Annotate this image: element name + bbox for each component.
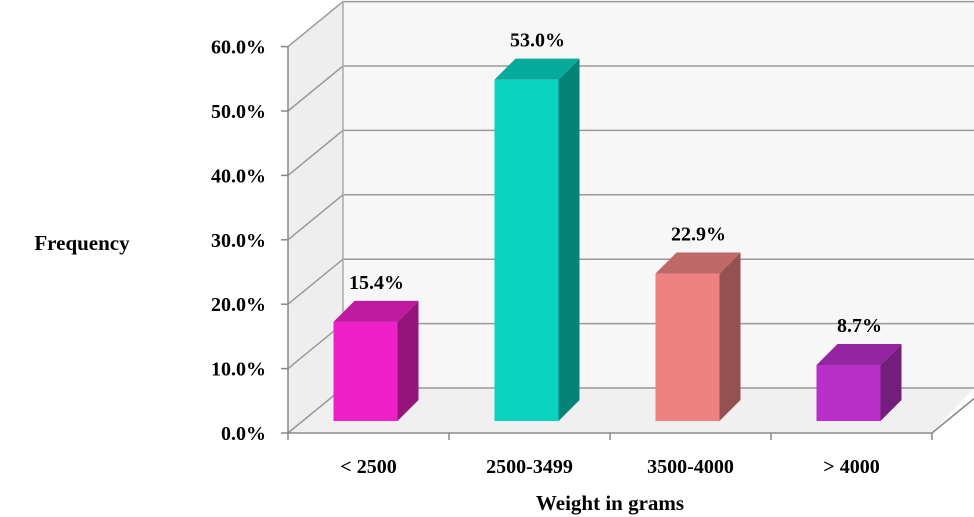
bar-front [494, 79, 559, 422]
y-axis-title: Frequency [34, 231, 130, 255]
y-tick-label: 50.0% [211, 101, 266, 123]
bar [333, 300, 419, 421]
data-label: 22.9% [671, 224, 726, 246]
data-label: 8.7% [837, 315, 882, 337]
y-tick-label: 0.0% [221, 423, 266, 445]
bar-top [655, 252, 741, 274]
y-tick-label: 10.0% [211, 359, 266, 381]
floor [288, 388, 974, 433]
labels: 0.0% 10.0% 20.0% 30.0% 40.0% 50.0% 60.0% 15.4% <… [211, 30, 882, 478]
bars [333, 58, 902, 422]
bar-side [558, 58, 580, 422]
x-tick-label: > 4000 [823, 456, 879, 478]
bar-front [816, 364, 881, 421]
bar-front [333, 321, 398, 421]
y-tick-label: 30.0% [211, 230, 266, 252]
bar-top [494, 58, 580, 80]
data-label: 15.4% [349, 272, 404, 294]
y-tick-label: 20.0% [211, 294, 266, 316]
data-label: 53.0% [510, 30, 565, 52]
x-tick-label: 2500-3499 [486, 456, 573, 478]
bar-top [333, 300, 419, 322]
bar [816, 343, 902, 421]
y-tick-label: 60.0% [211, 37, 266, 59]
floor-right-edge [931, 398, 974, 434]
bar-top [816, 343, 902, 365]
axes [281, 1, 974, 440]
bar-side [719, 252, 741, 421]
bar-side [880, 343, 902, 421]
x-tick-label: 3500-4000 [647, 456, 734, 478]
bar [655, 252, 741, 421]
bar [494, 58, 580, 422]
bar-front [655, 273, 720, 421]
x-axis-title: Weight in grams [536, 491, 684, 515]
bar-side [397, 300, 419, 421]
y-tick-label: 40.0% [211, 165, 266, 187]
x-tick-label: < 2500 [340, 456, 396, 478]
